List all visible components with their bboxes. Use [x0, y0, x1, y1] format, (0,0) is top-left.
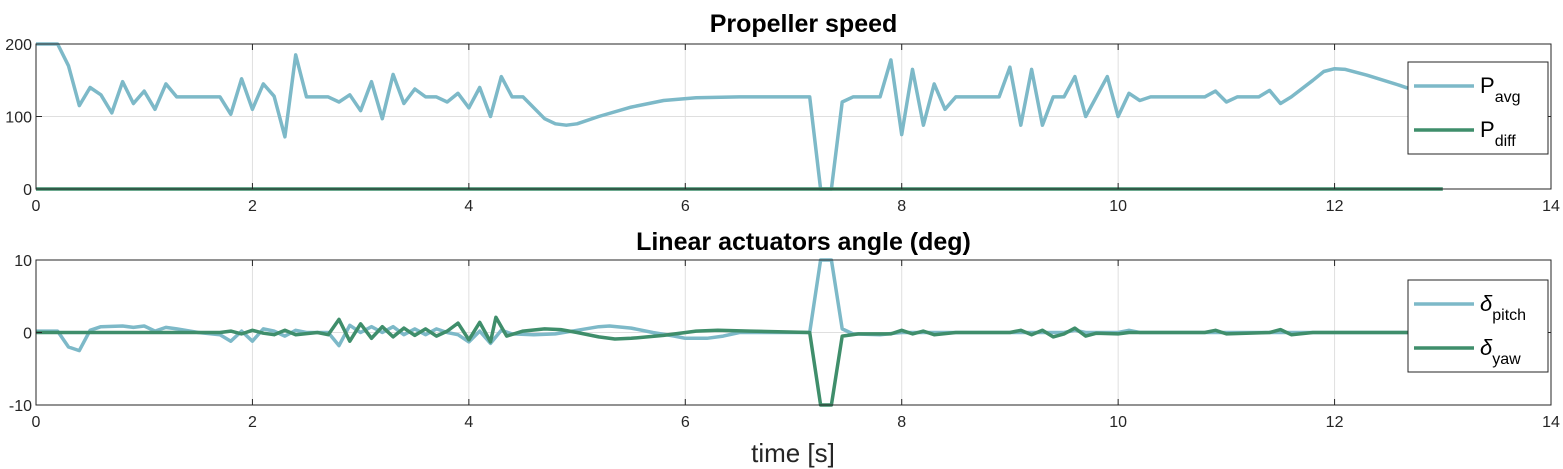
- legend: Pavg Pdiff: [1407, 61, 1549, 155]
- legend-label-avg: Pavg: [1480, 73, 1520, 106]
- x-tick-label: 2: [248, 198, 257, 215]
- y-tick-label: 200: [5, 37, 32, 54]
- series-line-yaw: [36, 315, 1443, 407]
- legend-box: [1407, 61, 1549, 155]
- series-line-avg: [36, 42, 1444, 191]
- x-tick-label: 10: [1109, 198, 1127, 215]
- x-tick-label: 12: [1326, 198, 1344, 215]
- x-axis-label: time [s]: [751, 438, 835, 468]
- x-tick-label: 0: [32, 414, 41, 431]
- x-tick-label: 12: [1326, 414, 1344, 431]
- x-tick-label: 14: [1542, 414, 1560, 431]
- grid-lines: [35, 43, 1552, 190]
- y-tick-label: 10: [14, 253, 32, 270]
- series-lines: [36, 258, 1443, 407]
- legend-box: [1407, 279, 1549, 373]
- x-tick-label: 10: [1109, 414, 1127, 431]
- chart-title: Linear actuators angle (deg): [636, 228, 971, 256]
- actuator-angle-panel: Linear actuators angle (deg) 0 2 4 6 8 10 12 14…: [9, 228, 1560, 468]
- legend-label-yaw: δyaw: [1480, 335, 1521, 368]
- legend-label-pitch: δpitch: [1480, 291, 1526, 324]
- series-line-pitch: [36, 258, 1443, 353]
- y-tick-label: 0: [23, 182, 32, 199]
- x-tick-label: 8: [897, 414, 906, 431]
- x-tick-label: 2: [248, 414, 257, 431]
- y-tick-label: 0: [23, 326, 32, 343]
- x-tick-label: 4: [464, 414, 473, 431]
- x-tick-label: 4: [464, 198, 473, 215]
- x-tick-label: 6: [681, 198, 690, 215]
- x-tick-label: 8: [897, 198, 906, 215]
- x-tick-label: 14: [1542, 198, 1560, 215]
- y-tick-label: 100: [5, 110, 32, 127]
- legend-label-diff: Pdiff: [1480, 117, 1516, 150]
- legend: δpitch δyaw: [1407, 279, 1549, 373]
- x-tick-label: 0: [32, 198, 41, 215]
- chart-title: Propeller speed: [710, 10, 898, 38]
- axis-ticks: 0 2 4 6 8 10 12 14 0 100 200: [5, 37, 1560, 215]
- y-tick-label: -10: [9, 398, 32, 415]
- x-tick-label: 6: [681, 414, 690, 431]
